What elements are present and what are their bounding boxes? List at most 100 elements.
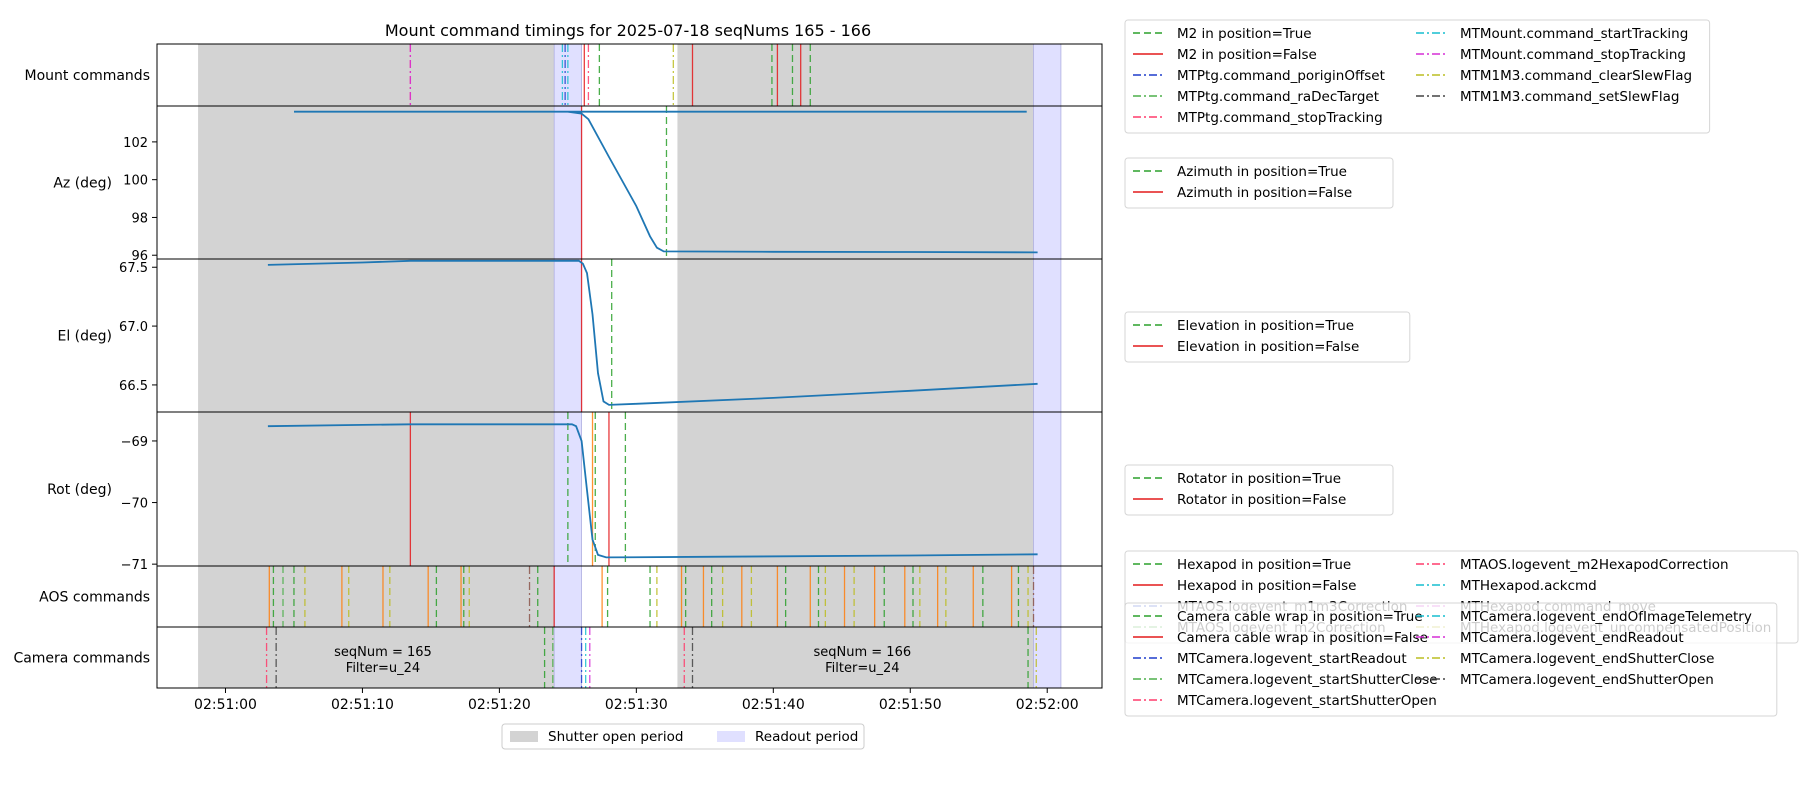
x-tick-label: 02:51:30 xyxy=(605,697,668,713)
x-axis-ticks: 02:51:00 02:51:10 02:51:20 02:51:30 02:51:40… xyxy=(194,688,1079,713)
legend-label: M2 in position=False xyxy=(1177,47,1317,63)
readout-band xyxy=(553,105,582,260)
readout-band xyxy=(1033,43,1062,107)
shutter-open-band xyxy=(677,259,1034,412)
period-swatch xyxy=(510,731,538,742)
y-tick-label: 67.0 xyxy=(119,320,148,335)
y-axis-label: Camera commands xyxy=(13,651,150,667)
shutter-open-band xyxy=(198,259,555,412)
readout-band xyxy=(553,565,582,628)
panel-aos: AOS commands xyxy=(39,565,1103,628)
readout-band xyxy=(553,626,582,689)
series-line-rot xyxy=(267,423,1038,559)
shutter-open-band xyxy=(198,412,555,566)
shutter-open-band xyxy=(198,106,555,259)
legend-label: MTPtg.command_raDecTarget xyxy=(1177,89,1379,105)
y-axis-label: Rot (deg) xyxy=(47,482,112,498)
legend-label: MTPtg.command_poriginOffset xyxy=(1177,68,1385,84)
period-legend: Shutter open period Readout period xyxy=(501,723,865,750)
y-tick-label: −70 xyxy=(121,497,148,512)
legend-label: MTCamera.logevent_endShutterClose xyxy=(1460,651,1714,667)
legend-label: MTCamera.logevent_endReadout xyxy=(1460,630,1684,646)
y-tick-label: −71 xyxy=(121,558,148,573)
legend-label: MTMount.command_stopTracking xyxy=(1460,47,1686,63)
x-tick-label: 02:51:20 xyxy=(468,697,531,713)
legend-label: MTCamera.logevent_startShutterOpen xyxy=(1177,693,1437,709)
readout-band xyxy=(1033,258,1062,413)
panel-mount: Mount commands xyxy=(24,43,1103,107)
legend-label: MTHexapod.ackcmd xyxy=(1460,578,1597,594)
y-axis-label: AOS commands xyxy=(39,590,150,606)
shutter-open-band xyxy=(677,412,1034,566)
panel-el: 66.5 67.0 67.5 El (deg) xyxy=(58,258,1103,413)
y-axis-label: El (deg) xyxy=(58,329,113,345)
legend-label: Azimuth in position=True xyxy=(1177,164,1347,180)
panel-rot: −69 −70 −71 Rot (deg) xyxy=(47,411,1103,573)
y-tick-label: 98 xyxy=(131,211,148,226)
filter-annotation: Filter=u_24 xyxy=(346,661,420,676)
y-tick-label: 96 xyxy=(131,249,148,264)
readout-band xyxy=(553,258,582,413)
legend-label: MTM1M3.command_clearSlewFlag xyxy=(1460,68,1692,84)
legend-az: Azimuth in position=True Azimuth in posit… xyxy=(1124,157,1394,209)
period-swatch xyxy=(717,731,745,742)
shutter-open-band xyxy=(198,627,555,688)
legend-frame xyxy=(1124,464,1394,516)
x-tick-label: 02:51:10 xyxy=(331,697,394,713)
shutter-open-band xyxy=(198,566,555,627)
figure-title: Mount command timings for 2025-07-18 seq… xyxy=(385,21,871,40)
legend-mount: M2 in position=True M2 in position=False M… xyxy=(1124,19,1711,134)
legend-label: M2 in position=True xyxy=(1177,26,1312,42)
legend-label: MTPtg.command_stopTracking xyxy=(1177,110,1383,126)
y-tick-label: −69 xyxy=(121,435,148,450)
filter-annotation: Filter=u_24 xyxy=(825,661,899,676)
legend-camera: Camera cable wrap in position=True Camera… xyxy=(1124,602,1778,717)
period-legend-frame xyxy=(501,723,865,750)
seq-annotation: seqNum = 166 xyxy=(814,645,912,660)
y-tick-label: 67.5 xyxy=(119,261,148,276)
panel-az: 96 98 100 102 Az (deg) xyxy=(53,105,1103,264)
y-axis-label: Mount commands xyxy=(24,68,150,84)
x-tick-label: 02:51:40 xyxy=(742,697,805,713)
readout-band xyxy=(1033,105,1062,260)
shutter-open-band xyxy=(198,44,555,106)
legend-label: Camera cable wrap in position=True xyxy=(1177,609,1423,625)
shutter-open-band xyxy=(677,566,1034,627)
legend-frame xyxy=(1124,602,1778,717)
legend-frame xyxy=(1124,19,1711,134)
x-tick-label: 02:52:00 xyxy=(1016,697,1079,713)
y-tick-label: 66.5 xyxy=(119,379,148,394)
y-axis-label: Az (deg) xyxy=(53,176,112,192)
legend-label: MTM1M3.command_setSlewFlag xyxy=(1460,89,1679,105)
legend-frame xyxy=(1124,157,1394,209)
series-line-el xyxy=(267,259,1038,406)
legend-label: Azimuth in position=False xyxy=(1177,185,1352,201)
y-tick-label: 102 xyxy=(123,136,148,151)
period-legend-label: Shutter open period xyxy=(548,729,683,745)
legend-el: Elevation in position=True Elevation in p… xyxy=(1124,311,1411,363)
legend-label: Rotator in position=True xyxy=(1177,471,1341,487)
legend-label: Elevation in position=False xyxy=(1177,339,1359,355)
panel-frame xyxy=(156,626,1103,689)
shutter-open-band xyxy=(677,44,1034,106)
legend-label: MTCamera.logevent_endShutterOpen xyxy=(1460,672,1714,688)
legend-label: MTAOS.logevent_m2HexapodCorrection xyxy=(1460,557,1729,573)
legend-frame xyxy=(1124,311,1411,363)
legend-label: Elevation in position=True xyxy=(1177,318,1354,334)
legend-label: Camera cable wrap in position=False xyxy=(1177,630,1428,646)
shutter-open-band xyxy=(677,106,1034,259)
seq-annotation: seqNum = 165 xyxy=(334,645,432,660)
legend-label: MTCamera.logevent_startReadout xyxy=(1177,651,1407,667)
legend-label: MTCamera.logevent_endOfImageTelemetry xyxy=(1460,609,1752,625)
legend-label: Rotator in position=False xyxy=(1177,492,1346,508)
x-tick-label: 02:51:00 xyxy=(194,697,257,713)
x-tick-label: 02:51:50 xyxy=(879,697,942,713)
legend-boxes: M2 in position=True M2 in position=False M… xyxy=(1124,19,1799,717)
legend-label: Hexapod in position=False xyxy=(1177,578,1356,594)
panel-stack: Mount commands 96 98 100 102 Az (deg) 66.5 67.0… xyxy=(13,43,1103,689)
readout-band xyxy=(1033,411,1062,567)
legend-label: Hexapod in position=True xyxy=(1177,557,1351,573)
y-tick-label: 100 xyxy=(123,174,148,189)
